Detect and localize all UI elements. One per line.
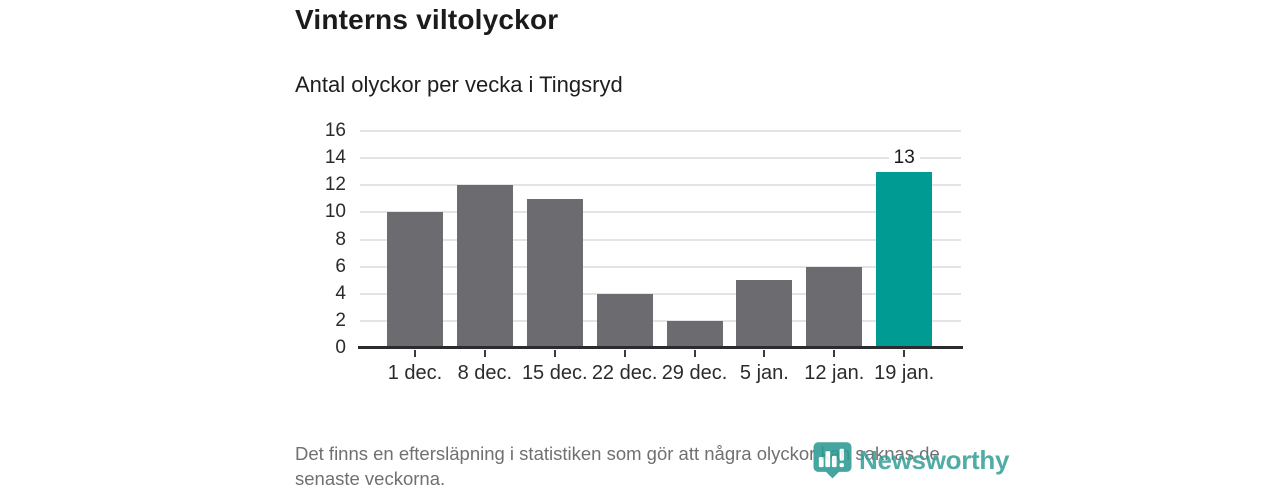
newsworthy-pin-barchart-icon: [812, 441, 853, 479]
gridline: [360, 130, 961, 132]
gridline: [360, 265, 961, 268]
gridline: [360, 319, 961, 322]
x-axis-label: 22 dec.: [591, 362, 658, 384]
x-axis-label: 15 dec.: [521, 362, 588, 384]
gridline: [360, 157, 961, 160]
x-axis-tick: [553, 350, 556, 357]
y-axis-label: 4: [335, 282, 346, 304]
x-axis-line: [358, 346, 963, 349]
x-axis-tick: [903, 350, 906, 357]
bar: [387, 212, 443, 348]
newsworthy-wordmark: Newsworthy: [859, 445, 1010, 475]
x-axis-label: 12 jan.: [804, 362, 865, 384]
y-axis-label: 0: [335, 337, 346, 358]
chart-subtitle: Antal olyckor per vecka i Tingsryd: [295, 72, 623, 97]
gridline: [360, 238, 961, 241]
x-axis-tick: [623, 350, 626, 357]
x-axis-tick: [414, 350, 416, 357]
gridline: [360, 211, 961, 214]
bar-highlighted: [876, 171, 933, 348]
y-axis-label: 8: [335, 228, 346, 250]
y-axis-label: 12: [324, 174, 346, 196]
bar-chart-plot-area: 0 2 4 6 8 10 12 14 16 1 dec. 8 dec. 15 dec. 22 dec. 2…: [325, 120, 963, 384]
x-axis-tick: [833, 350, 836, 357]
bar-value-label: 13: [888, 145, 920, 170]
x-axis-label: 1 dec.: [387, 362, 443, 384]
y-axis-label: 16: [324, 120, 346, 141]
x-axis-tick: [763, 350, 766, 357]
bar: [736, 280, 793, 348]
y-axis-label: 10: [324, 201, 346, 223]
y-axis-label: 14: [324, 147, 346, 169]
x-axis-tick: [483, 350, 486, 357]
x-axis-label: 19 jan.: [874, 362, 935, 384]
bar: [526, 198, 583, 348]
x-axis-label: 8 dec.: [457, 362, 513, 384]
newsworthy-logo: Newsworthy: [812, 441, 1009, 479]
x-axis-tick: [693, 350, 696, 357]
infographic-canvas: Vinterns viltolyckor Antal olyckor per v…: [295, 4, 1010, 489]
gridline: [360, 292, 961, 295]
x-axis-label: 29 dec.: [661, 362, 728, 384]
bar: [596, 293, 653, 348]
y-axis-label: 6: [335, 255, 346, 277]
bar: [806, 266, 863, 348]
chart-title: Vinterns viltolyckor: [295, 4, 559, 35]
y-axis-label: 2: [335, 309, 346, 331]
bar: [666, 320, 723, 348]
x-axis-label: 5 jan.: [739, 362, 789, 384]
bar: [456, 185, 513, 348]
gridline: [360, 184, 961, 187]
